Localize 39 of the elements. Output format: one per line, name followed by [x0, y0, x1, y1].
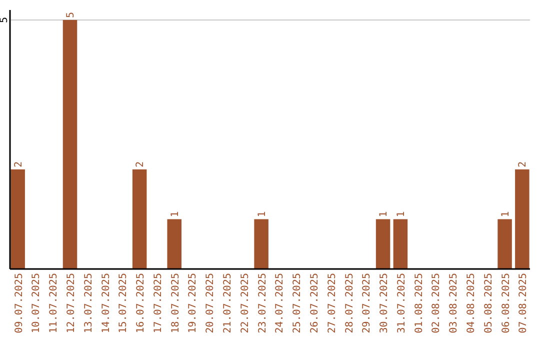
x-tick-label: 19.07.2025 — [188, 273, 199, 334]
data-label: 2 — [518, 161, 529, 168]
data-label: 1 — [500, 211, 512, 218]
x-tick-label: 11.07.2025 — [48, 273, 60, 334]
x-tick-label: 02.08.2025 — [431, 273, 442, 334]
data-label: 1 — [396, 211, 407, 218]
x-tick-label: 25.07.2025 — [292, 273, 304, 334]
x-tick-label: 05.08.2025 — [483, 273, 494, 334]
x-tick-label: 24.07.2025 — [274, 273, 286, 334]
x-tick-label: 09.07.2025 — [14, 273, 25, 334]
x-tick-label: 13.07.2025 — [83, 273, 94, 334]
x-tick-label: 04.08.2025 — [466, 273, 477, 334]
x-tick-label: 26.07.2025 — [309, 273, 320, 334]
x-tick-label: 22.07.2025 — [240, 273, 251, 334]
x-tick-label: 31.07.2025 — [396, 273, 408, 334]
x-tick-label: 12.07.2025 — [66, 273, 77, 334]
data-label: 2 — [135, 161, 146, 168]
x-tick-label: 27.07.2025 — [326, 273, 338, 334]
data-label: 2 — [13, 161, 24, 168]
x-tick-label: 18.07.2025 — [170, 273, 182, 334]
x-tick-label: 01.08.2025 — [414, 273, 425, 334]
x-tick-label: 15.07.2025 — [118, 273, 130, 334]
x-tick-label: 07.08.2025 — [518, 273, 530, 334]
x-tick-label: 29.07.2025 — [362, 273, 373, 334]
x-tick-label: 17.07.2025 — [152, 273, 164, 334]
data-label: 1 — [378, 211, 390, 218]
x-tick-label: 16.07.2025 — [136, 273, 147, 334]
x-tick-label: 20.07.2025 — [205, 273, 216, 334]
x-tick-label: 06.08.2025 — [500, 273, 512, 334]
x-tick-label: 30.07.2025 — [379, 273, 390, 334]
data-label: 1 — [170, 211, 181, 218]
x-tick-label: 23.07.2025 — [257, 273, 268, 334]
data-label: 1 — [256, 211, 268, 218]
x-tick-label: 21.07.2025 — [222, 273, 234, 334]
x-tick-label: 14.07.2025 — [100, 273, 112, 334]
x-tick-label: 10.07.2025 — [31, 273, 42, 334]
x-tick-label: 03.08.2025 — [448, 273, 460, 334]
data-label: 5 — [66, 12, 76, 18]
x-tick-label: 28.07.2025 — [344, 273, 356, 334]
